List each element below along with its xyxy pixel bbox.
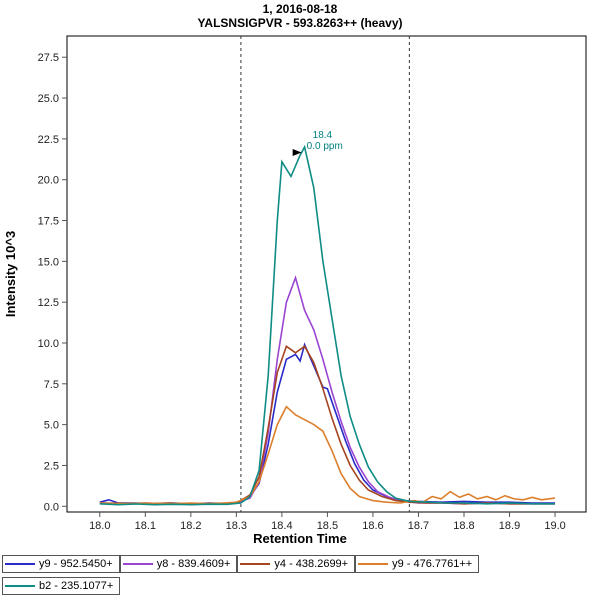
legend-label: b2 - 235.1077+ <box>39 580 114 592</box>
chromatogram-plot[interactable]: 1, 2016-08-18 YALSNSIGPVR - 593.8263++ (… <box>0 0 600 548</box>
x-tick-label: 19.0 <box>544 520 565 532</box>
x-tick-label: 18.4 <box>271 520 292 532</box>
y-tick-label: 25.0 <box>38 93 59 105</box>
x-axis-title: Retention Time <box>253 531 347 546</box>
series-line-y9-476-7761- <box>99 405 556 505</box>
legend-item: y9 - 476.7761++ <box>355 555 480 573</box>
chart-title: 1, 2016-08-18 <box>263 2 338 16</box>
legend-label: y9 - 476.7761++ <box>392 558 473 570</box>
series-line-y9-952-5450- <box>99 342 555 505</box>
y-tick-label: 0.0 <box>44 501 59 513</box>
annotation-ppm-label: 0.0 ppm <box>307 141 343 152</box>
legend-line-swatch-icon <box>5 563 35 565</box>
series-line-b2-235-1077- <box>99 144 555 506</box>
x-tick-label: 18.5 <box>317 520 338 532</box>
legend-line-swatch-icon <box>240 563 271 565</box>
chart-subtitle: YALSNSIGPVR - 593.8263++ (heavy) <box>198 16 403 30</box>
y-tick-label: 10.0 <box>38 338 59 350</box>
legend-label: y4 - 438.2699+ <box>274 558 349 570</box>
legend-item: y9 - 952.5450+ <box>2 555 120 573</box>
y-tick-label: 20.0 <box>38 175 59 187</box>
legend-item: y4 - 438.2699+ <box>237 555 356 573</box>
legend-line-swatch-icon <box>122 563 153 565</box>
legend-label: y8 - 839.4609+ <box>156 558 231 570</box>
y-tick-label: 15.0 <box>38 256 59 268</box>
x-tick-label: 18.9 <box>499 520 520 532</box>
plot-border <box>66 35 587 513</box>
x-tick-label: 18.8 <box>453 520 474 532</box>
y-tick-label: 7.5 <box>44 379 59 391</box>
x-tick-label: 18.1 <box>135 520 156 532</box>
legend-label: y9 - 952.5450+ <box>39 558 113 570</box>
y-tick-label: 2.5 <box>44 460 59 472</box>
y-tick-label: 12.5 <box>38 297 59 309</box>
series-line-y4-438-2699- <box>99 345 555 505</box>
legend-line-swatch-icon <box>5 585 35 587</box>
annotation-arrow-icon <box>292 149 302 157</box>
legend-item: y8 - 839.4609+ <box>119 555 238 573</box>
legend-line-swatch-icon <box>358 563 389 565</box>
x-tick-label: 18.7 <box>408 520 429 532</box>
y-tick-label: 5.0 <box>44 420 59 432</box>
y-tick-label: 17.5 <box>38 216 59 228</box>
x-tick-label: 18.0 <box>89 520 110 532</box>
legend: y9 - 952.5450+ y8 - 839.4609+ y4 - 438.269… <box>0 553 600 595</box>
x-tick-label: 18.6 <box>362 520 383 532</box>
x-tick-label: 18.3 <box>226 520 247 532</box>
annotation-rt-label: 18.4 <box>313 130 333 141</box>
legend-row: y9 - 952.5450+ y8 - 839.4609+ y4 - 438.269… <box>2 555 600 573</box>
y-tick-label: 22.5 <box>38 134 59 146</box>
y-axis-title: Intensity 10^3 <box>3 231 18 317</box>
y-tick-label: 27.5 <box>38 52 59 64</box>
legend-item: b2 - 235.1077+ <box>2 577 121 595</box>
legend-row: b2 - 235.1077+ <box>2 577 600 595</box>
x-tick-label: 18.2 <box>180 520 201 532</box>
